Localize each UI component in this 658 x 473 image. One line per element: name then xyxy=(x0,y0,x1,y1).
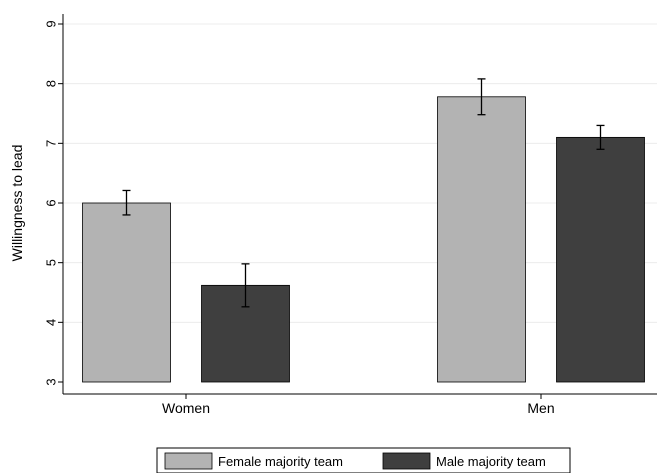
legend-label: Male majority team xyxy=(436,454,546,469)
error-bars xyxy=(122,78,605,308)
y-tick-label: 9 xyxy=(44,20,59,27)
bar-men-male-majority xyxy=(556,136,645,383)
legend-swatch xyxy=(164,452,213,470)
y-tick-label: 5 xyxy=(44,259,59,266)
legend-label: Female majority team xyxy=(218,454,343,469)
x-tick-label: Women xyxy=(162,400,210,416)
legend-swatch xyxy=(382,452,431,470)
x-ticks: Women Men xyxy=(162,394,555,416)
y-tick-label: 8 xyxy=(44,80,59,87)
bars xyxy=(82,96,645,383)
y-tick-label: 6 xyxy=(44,199,59,206)
bar-men-female-majority xyxy=(437,96,526,383)
y-tick-label: 4 xyxy=(44,319,59,326)
y-ticks: 3 4 5 6 7 8 9 xyxy=(44,20,63,386)
y-tick-label: 7 xyxy=(44,140,59,147)
y-tick-label: 3 xyxy=(44,378,59,385)
y-axis-label: Willingness to lead xyxy=(9,145,25,262)
x-tick-label: Men xyxy=(527,400,554,416)
legend: Female majority team Male majority team xyxy=(156,447,571,473)
legend-box xyxy=(156,447,571,473)
bar-women-female-majority xyxy=(82,202,171,383)
